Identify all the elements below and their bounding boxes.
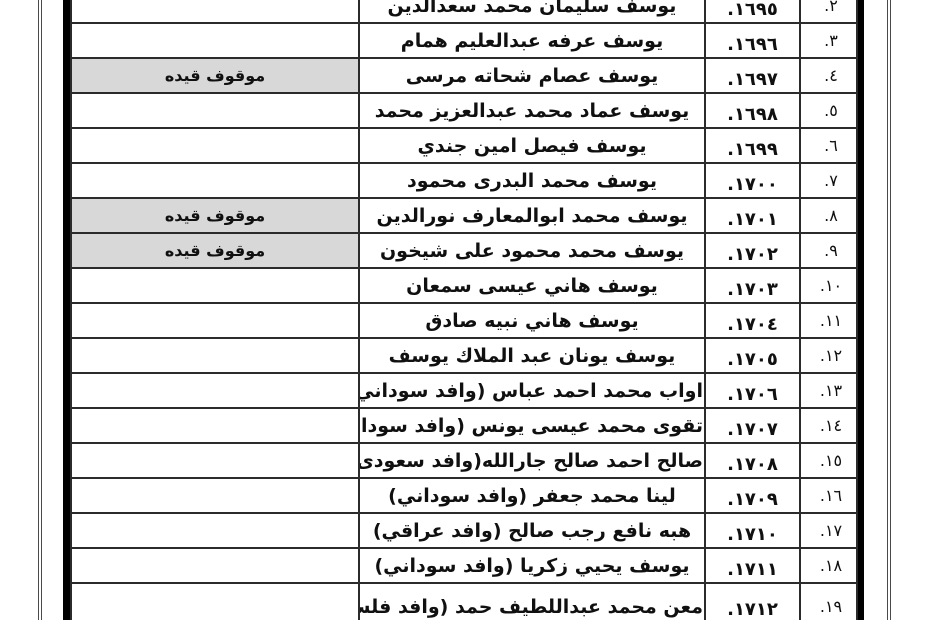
student-name-cell: يوسف يونان عبد الملاك يوسف (358, 337, 706, 374)
row-number-cell: ٣. (799, 22, 858, 59)
student-name-cell: هبه نافع رجب صالح (وافد عراقي) (358, 512, 706, 549)
status-cell: موقوف قيده (70, 232, 360, 269)
student-name-cell: يوسف محمد محمود على شيخون (358, 232, 706, 269)
student-name-cell: يوسف هاني عيسى سمعان (358, 267, 706, 304)
table-row: ٧. ١٧٠٠. يوسف محمد البدرى محمود (70, 162, 858, 199)
status-cell (70, 372, 360, 409)
page-border-right-line (887, 0, 891, 620)
status-cell (70, 547, 360, 584)
status-cell: موقوف قيده (70, 197, 360, 234)
row-number-cell: ١٢. (799, 337, 858, 374)
table-row: ١٤. ١٧٠٧. تقوى محمد عيسى يونس (وافد سودا… (70, 407, 858, 444)
status-cell (70, 512, 360, 549)
table-row: ٨. ١٧٠١. يوسف محمد ابوالمعارف نورالدين م… (70, 197, 858, 234)
row-number-cell: ١٧. (799, 512, 858, 549)
status-cell (70, 407, 360, 444)
table-row: ١١. ١٧٠٤. يوسف هاني نبيه صادق (70, 302, 858, 339)
status-cell: موقوف قيده (70, 57, 360, 94)
registry-table: ٢. ١٦٩٥. يوسف سليمان محمد سعدالدين ٣. ١٦… (70, 0, 858, 620)
status-cell (70, 22, 360, 59)
status-cell (70, 477, 360, 514)
table-row: ٤. ١٦٩٧. يوسف عصام شحاته مرسى موقوف قيده (70, 57, 858, 94)
table-row: ١٩. ١٧١٢. معن محمد عبداللطيف حمد (وافد ف… (70, 582, 858, 620)
row-number-cell: ٧. (799, 162, 858, 199)
table-row: ١٠. ١٧٠٣. يوسف هاني عيسى سمعان (70, 267, 858, 304)
status-cell (70, 0, 360, 24)
row-number-cell: ٥. (799, 92, 858, 129)
row-number-cell: ١٤. (799, 407, 858, 444)
table-row: ٣. ١٦٩٦. يوسف عرفه عبدالعليم همام (70, 22, 858, 59)
student-name-cell: تقوى محمد عيسى يونس (وافد سوداني) (358, 407, 706, 444)
table-row: ٥. ١٦٩٨. يوسف عماد محمد عبدالعزيز محمد (70, 92, 858, 129)
student-name-cell: اواب محمد احمد عباس (وافد سوداني) (358, 372, 706, 409)
row-number-cell: ١٠. (799, 267, 858, 304)
row-number-cell: ٨. (799, 197, 858, 234)
student-name-cell: معن محمد عبداللطيف حمد (وافد فلسطيني) (358, 582, 706, 620)
student-name-cell: يوسف يحيي زكريا (وافد سوداني) (358, 547, 706, 584)
serial-number-cell: ١٧٠٢. (704, 232, 801, 269)
table-row: ١٨. ١٧١١. يوسف يحيي زكريا (وافد سوداني) (70, 547, 858, 584)
serial-number-cell: ١٧٠٠. (704, 162, 801, 199)
row-number-cell: ١٦. (799, 477, 858, 514)
row-number-cell: ٦. (799, 127, 858, 164)
row-number-cell: ٤. (799, 57, 858, 94)
row-number-cell: ١١. (799, 302, 858, 339)
student-name-cell: يوسف فيصل امين جندي (358, 127, 706, 164)
status-cell (70, 127, 360, 164)
serial-number-cell: ١٧٠٦. (704, 372, 801, 409)
row-number-cell: ١٨. (799, 547, 858, 584)
table-row: ١٥. ١٧٠٨. صالح احمد صالح جارالله(وافد سع… (70, 442, 858, 479)
registry-table-body: ٢. ١٦٩٥. يوسف سليمان محمد سعدالدين ٣. ١٦… (70, 0, 858, 620)
row-number-cell: ٩. (799, 232, 858, 269)
student-name-cell: يوسف سليمان محمد سعدالدين (358, 0, 706, 24)
status-cell (70, 92, 360, 129)
serial-number-cell: ١٧١٠. (704, 512, 801, 549)
serial-number-cell: ١٧٠٨. (704, 442, 801, 479)
serial-number-cell: ١٧١٢. (704, 582, 801, 620)
student-name-cell: يوسف عماد محمد عبدالعزيز محمد (358, 92, 706, 129)
serial-number-cell: ١٦٩٩. (704, 127, 801, 164)
row-number-cell: ١٩. (799, 582, 858, 620)
page-border-left-line (38, 0, 42, 620)
student-name-cell: يوسف محمد ابوالمعارف نورالدين (358, 197, 706, 234)
status-cell (70, 337, 360, 374)
serial-number-cell: ١٧٠٩. (704, 477, 801, 514)
student-name-cell: صالح احمد صالح جارالله(وافد سعودى) (358, 442, 706, 479)
serial-number-cell: ١٧٠٥. (704, 337, 801, 374)
serial-number-cell: ١٧١١. (704, 547, 801, 584)
status-cell (70, 162, 360, 199)
serial-number-cell: ١٦٩٦. (704, 22, 801, 59)
serial-number-cell: ١٦٩٥. (704, 0, 801, 24)
student-name-cell: يوسف محمد البدرى محمود (358, 162, 706, 199)
table-row: ١٢. ١٧٠٥. يوسف يونان عبد الملاك يوسف (70, 337, 858, 374)
student-name-cell: يوسف عصام شحاته مرسى (358, 57, 706, 94)
serial-number-cell: ١٧٠٧. (704, 407, 801, 444)
serial-number-cell: ١٦٩٧. (704, 57, 801, 94)
table-row: ٦. ١٦٩٩. يوسف فيصل امين جندي (70, 127, 858, 164)
student-name-cell: يوسف هاني نبيه صادق (358, 302, 706, 339)
table-row: ٩. ١٧٠٢. يوسف محمد محمود على شيخون موقوف… (70, 232, 858, 269)
student-name-cell: لينا محمد جعفر (وافد سوداني) (358, 477, 706, 514)
serial-number-cell: ١٧٠٣. (704, 267, 801, 304)
status-cell (70, 582, 360, 620)
status-cell (70, 442, 360, 479)
row-number-cell: ١٣. (799, 372, 858, 409)
row-number-cell: ٢. (799, 0, 858, 24)
table-row: ٢. ١٦٩٥. يوسف سليمان محمد سعدالدين (70, 0, 858, 24)
serial-number-cell: ١٦٩٨. (704, 92, 801, 129)
status-cell (70, 267, 360, 304)
serial-number-cell: ١٧٠٤. (704, 302, 801, 339)
status-cell (70, 302, 360, 339)
registry-table-container: ٢. ١٦٩٥. يوسف سليمان محمد سعدالدين ٣. ١٦… (63, 0, 864, 620)
row-number-cell: ١٥. (799, 442, 858, 479)
student-name-cell: يوسف عرفه عبدالعليم همام (358, 22, 706, 59)
table-row: ١٣. ١٧٠٦. اواب محمد احمد عباس (وافد سودا… (70, 372, 858, 409)
table-row: ١٦. ١٧٠٩. لينا محمد جعفر (وافد سوداني) (70, 477, 858, 514)
serial-number-cell: ١٧٠١. (704, 197, 801, 234)
table-row: ١٧. ١٧١٠. هبه نافع رجب صالح (وافد عراقي) (70, 512, 858, 549)
